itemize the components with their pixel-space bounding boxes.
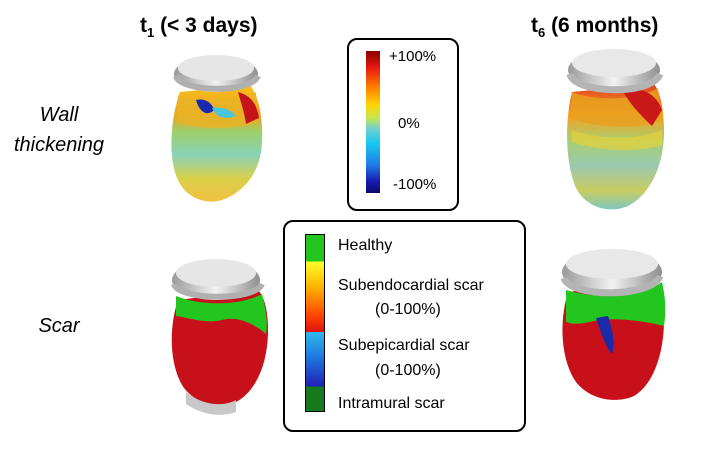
colorbar-gradient: [366, 51, 380, 193]
row-label-scar: Scar: [2, 311, 116, 341]
wall-thickening-line1: Wall: [39, 104, 79, 126]
t1-subscript: 1: [147, 25, 155, 41]
heart-scar-t1: [171, 259, 268, 415]
column-title-t6: t6 (6 months): [531, 14, 658, 40]
column-title-t1: t1 (< 3 days): [140, 14, 258, 40]
wall-thickening-line2: thickening: [13, 134, 105, 156]
t6-letter: t: [531, 14, 538, 37]
legend-subepicardial: Subepicardial scar: [338, 337, 470, 354]
legend-intramural: Intramural scar: [338, 395, 445, 412]
legend-subendocardial: Subendocardial scar: [338, 277, 484, 294]
colorbar-top-label: +100%: [389, 48, 437, 65]
colorbar-bottom-label: -100%: [393, 176, 437, 193]
legend-subepicardial-range: (0-100%): [375, 362, 441, 379]
legend-subendocardial-range: (0-100%): [375, 301, 441, 318]
colorbar-mid-label: 0%: [398, 115, 420, 132]
scar-label: Scar: [38, 315, 80, 337]
scar-legend-box: Healthy Subendocardial scar (0-100%) Sub…: [283, 220, 526, 432]
heart-wall-thickening-t6: [566, 49, 664, 210]
t6-subscript: 6: [538, 25, 546, 41]
t1-letter: t: [140, 14, 147, 37]
t6-text: (6 months): [545, 14, 659, 37]
t1-text: (< 3 days): [154, 14, 258, 37]
legend-colorbar: [305, 234, 325, 412]
colorbar-box: +100% 0% -100%: [347, 38, 459, 211]
heart-scar-t6: [560, 249, 666, 400]
row-label-wall-thickening: Wall thickening: [2, 100, 116, 160]
heart-wall-thickening-t1: [171, 55, 263, 202]
legend-healthy: Healthy: [338, 237, 393, 254]
